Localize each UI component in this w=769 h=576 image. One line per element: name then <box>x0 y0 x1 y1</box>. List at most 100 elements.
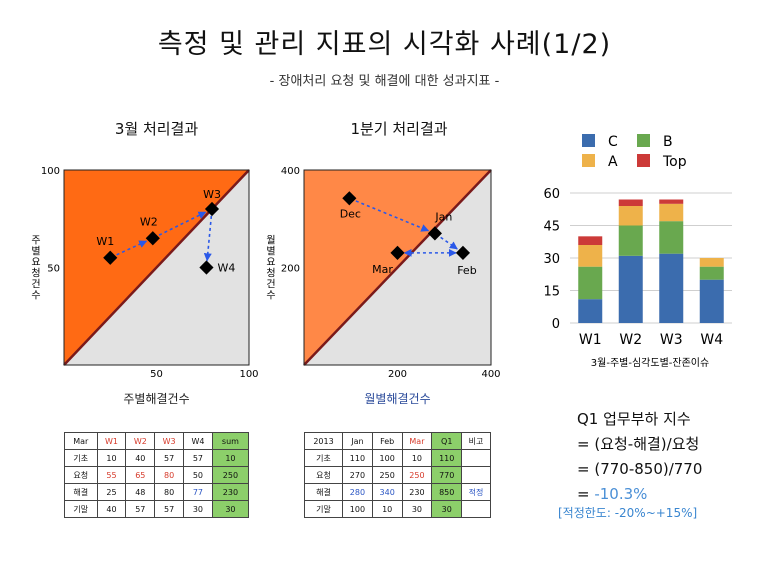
chart2-title: 1분기 처리결과 <box>350 120 448 138</box>
legend-swatch-B <box>637 134 650 147</box>
table-cell: 2013 <box>303 432 344 450</box>
c2-point-Mar <box>390 245 405 260</box>
table-cell: Q1 <box>431 432 463 450</box>
table-cell: 기초 <box>303 449 344 467</box>
c1-point-label-W3: W3 <box>203 188 221 201</box>
table-cell: 기말 <box>303 500 344 518</box>
table-cell: 250 <box>211 466 250 484</box>
c1-y-tick-50: 50 <box>47 264 60 275</box>
bar-W4-C <box>699 279 724 323</box>
c1-point-label-W4: W4 <box>218 262 236 275</box>
c2-y-axis-label: 월별요청건수 <box>264 234 276 300</box>
bar-W1-C <box>578 299 603 323</box>
table-cell: 57 <box>154 449 185 467</box>
q1-table: 2013 Jan Feb Mar Q1 비고 기초 110 100 10 110 요청 270 250 25… <box>303 432 491 518</box>
table-cell: 280 <box>342 483 373 501</box>
q1-result-prefix: = <box>577 485 595 503</box>
c1-x-tick-50: 50 <box>150 369 163 380</box>
c2-plot-border <box>303 169 492 366</box>
table-cell: 100 <box>371 449 403 467</box>
q1-proper-range: [적정한도: -20%~+15%] <box>558 506 698 520</box>
c1-point-label-W1: W1 <box>96 235 114 248</box>
q1-line-title: Q1 업무부하 지수 <box>577 410 691 428</box>
table-cell <box>461 500 491 518</box>
q1-result-value: -10.3% <box>594 485 648 503</box>
c2-arrow-Dec-Jan <box>355 200 430 232</box>
legend-label-A: A <box>608 154 618 170</box>
table-cell: Mar <box>64 432 98 450</box>
table-row: 기말 100 10 30 30 <box>303 500 491 518</box>
march-scatter-chart: 50 100 50 100 주별해결건수 주별요청건수 W1 W2 W3 W4 <box>29 166 259 406</box>
stacked-bar-chart: C B A Top 0 15 30 45 60 W1 W2 W3 W4 3월-주별-심각도별-잔존이슈 <box>543 134 732 369</box>
c1-x-axis-label: 주별해결건수 <box>123 392 189 406</box>
table-cell <box>461 449 491 467</box>
table-cell: W2 <box>125 432 156 450</box>
legend-swatch-A <box>582 154 595 167</box>
c2-point-Jan <box>427 226 442 241</box>
bar-W3-A <box>659 203 684 222</box>
page-subtitle: - 장애처리 요청 및 해결에 대한 성과지표 - <box>269 74 500 89</box>
y-tick-30: 30 <box>543 252 560 267</box>
c1-arrow-W2-W3 <box>158 211 207 236</box>
table-cell: 10 <box>96 449 127 467</box>
q1-scatter-chart: 200 400 200 400 월별해결건수 월별요청건수 Dec Jan Feb Mar <box>264 166 501 406</box>
chart1-title: 3월 처리결과 <box>114 120 199 138</box>
table-cell: 110 <box>431 449 463 467</box>
legend-label-C: C <box>608 134 618 150</box>
table-cell: 270 <box>342 466 373 484</box>
c1-y-axis-label: 주별요청건수 <box>29 235 41 301</box>
table-row: 요청 55 65 80 50 250 <box>64 466 250 484</box>
page-title: 측정 및 관리 지표의 시각화 사례(1/2) <box>157 29 612 60</box>
c2-point-label-Mar: Mar <box>372 263 393 276</box>
c1-point-label-W2: W2 <box>140 215 158 228</box>
legend-label-Top: Top <box>662 154 687 170</box>
bar-W3-C <box>659 253 684 323</box>
bar-W1-A <box>578 245 603 267</box>
bar-W1-B <box>578 266 603 300</box>
table-cell: 30 <box>431 500 463 518</box>
table-cell: 57 <box>183 449 213 467</box>
c1-point-W4 <box>199 260 214 275</box>
table-cell: 해결 <box>64 483 98 501</box>
table-cell: 기초 <box>64 449 98 467</box>
c2-x-tick-400: 400 <box>481 369 500 380</box>
q1-line-result: = -10.3% <box>577 482 702 507</box>
bar-W4-A <box>699 258 724 267</box>
table-row: 해결 25 48 80 77 230 <box>64 483 250 501</box>
bar-W2-Top <box>618 199 643 206</box>
table-cell: 80 <box>154 483 185 501</box>
table-cell: 40 <box>125 449 156 467</box>
march-table: Mar W1 W2 W3 W4 sum 기초 10 40 57 57 10 요청 55 65 80 50 250 해… <box>64 432 250 518</box>
c2-point-Dec <box>342 191 357 206</box>
table-cell: W3 <box>154 432 185 450</box>
table-cell: 48 <box>125 483 156 501</box>
bar-W2-A <box>618 206 643 226</box>
c1-y-tick-100: 100 <box>41 166 60 177</box>
table-row: 기초 10 40 57 57 10 <box>64 449 250 467</box>
bar-W3-Top <box>659 199 684 204</box>
table-cell: 10 <box>371 500 403 518</box>
table-cell: 55 <box>96 466 127 484</box>
table-cell: 77 <box>183 483 213 501</box>
y-tick-45: 45 <box>543 220 560 235</box>
c2-y-tick-200: 200 <box>281 264 300 275</box>
legend-swatch-C <box>582 134 595 147</box>
c1-diagonal-line <box>63 169 250 366</box>
bar-W1-Top <box>578 236 603 245</box>
table-cell: 57 <box>125 500 156 518</box>
table-cell: 25 <box>96 483 127 501</box>
bar-W3-B <box>659 221 684 254</box>
table-header-row: 2013 Jan Feb Mar Q1 비고 <box>303 432 491 450</box>
table-cell: 250 <box>401 466 433 484</box>
table-cell: 40 <box>96 500 127 518</box>
x-tick-W3: W3 <box>660 332 683 348</box>
table-cell: 110 <box>342 449 373 467</box>
table-cell: Feb <box>371 432 403 450</box>
table-cell: 50 <box>183 466 213 484</box>
x-tick-W2: W2 <box>619 332 642 348</box>
table-row: 요청 270 250 250 770 <box>303 466 491 484</box>
c2-x-tick-200: 200 <box>388 369 407 380</box>
table-cell: 적정 <box>461 483 491 501</box>
c2-diagonal-line <box>303 169 492 366</box>
table-row: 기초 110 100 10 110 <box>303 449 491 467</box>
